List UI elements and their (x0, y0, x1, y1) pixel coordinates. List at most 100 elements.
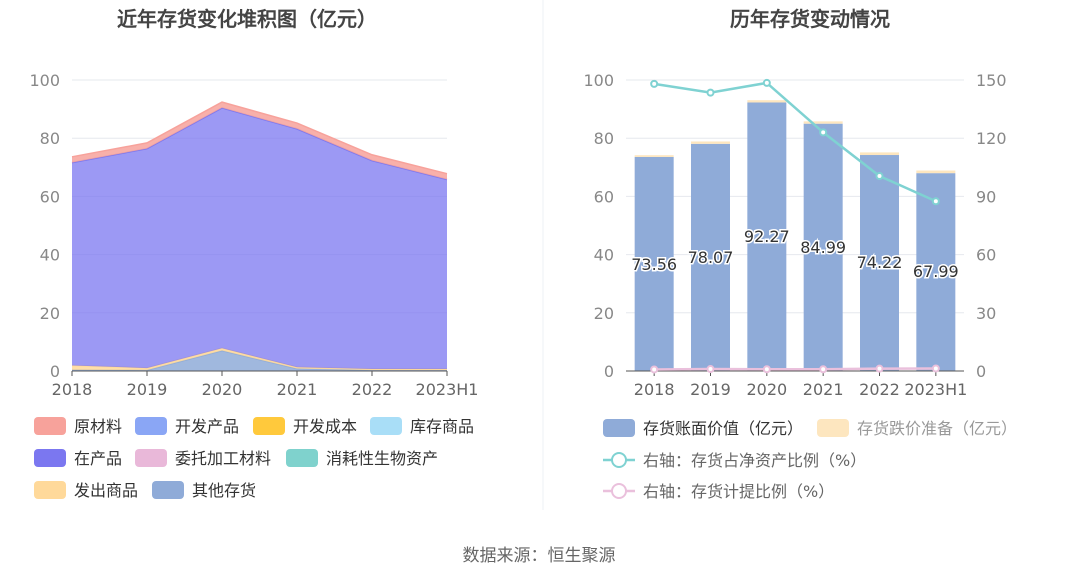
legend-label: 存货账面价值（亿元） (643, 419, 803, 438)
right-y2-tick-label: 60 (976, 246, 996, 265)
right-legend: 存货账面价值（亿元） 存货跌价准备（亿元） 右轴：存货占净资产比例（%） 右轴：存货计… (603, 419, 1017, 501)
bar-impairment (747, 100, 787, 103)
left-chart-title: 近年存货变化堆积图（亿元） (117, 7, 377, 31)
legend-label: 右轴：存货计提比例（%） (643, 482, 834, 501)
bar-impairment (916, 170, 956, 174)
legend-swatch (34, 417, 66, 435)
line-point-0 (650, 79, 659, 88)
left-x-tick-label: 2021 (277, 380, 318, 399)
bar-book-value (747, 102, 787, 372)
area-s1 (72, 348, 447, 371)
line-point-1 (819, 365, 828, 374)
right-x-tick-label: 2023H1 (904, 380, 967, 399)
bar-impairment (860, 152, 899, 156)
bar-data-label: 78.07 (688, 248, 734, 267)
legend-label: 委托加工材料 (175, 449, 271, 468)
legend-label: 开发成本 (293, 417, 357, 436)
legend-label: 库存商品 (410, 417, 474, 436)
source-note: 数据来源：恒生聚源 (463, 546, 616, 566)
legend-marker (611, 452, 627, 468)
legend-swatch (370, 417, 402, 435)
left-y-tick-label: 100 (29, 71, 60, 90)
legend-swatch (603, 419, 635, 437)
right-y-tick-label: 60 (594, 187, 614, 206)
line-point-1 (931, 364, 940, 373)
line-point-0 (931, 197, 940, 206)
legend-label: 开发产品 (175, 417, 239, 436)
area-s7 (72, 107, 447, 369)
legend-swatch (253, 417, 285, 435)
left-chart: 0 20 40 60 80 100 2018 2019 2020 2021 2022 2023H1 (29, 71, 478, 399)
legend-swatch (34, 449, 66, 467)
legend-label: 存货跌价准备（亿元） (857, 419, 1017, 438)
left-y-tick-label: 40 (40, 246, 60, 265)
line-point-1 (875, 364, 884, 373)
area-line-s8 (71, 101, 448, 175)
right-y-tick-label: 80 (594, 129, 614, 148)
right-x-tick-label: 2018 (634, 380, 675, 399)
right-x-tick-label: 2021 (803, 380, 844, 399)
left-x-tick-label: 2023H1 (416, 380, 479, 399)
legend-swatch (286, 449, 318, 467)
right-y2-tick-label: 0 (976, 362, 986, 381)
line-series-1 (654, 367, 936, 371)
legend-label: 其他存货 (192, 481, 256, 500)
bar-book-value (860, 155, 899, 371)
bar-data-label: 73.56 (631, 255, 677, 274)
legend-marker (611, 483, 627, 499)
legend-label: 右轴：存货占净资产比例（%） (643, 451, 866, 470)
right-y-tick-label: 40 (594, 246, 614, 265)
line-series-0 (653, 81, 937, 203)
bar-impairment (803, 121, 843, 124)
right-x-tick-label: 2022 (859, 380, 900, 399)
left-x-tick-label: 2018 (52, 380, 93, 399)
right-y2-tick-label: 90 (976, 187, 996, 206)
area-s8 (72, 102, 447, 180)
left-x-tick-label: 2022 (352, 380, 393, 399)
bar-book-value (916, 173, 956, 371)
right-y2-tick-label: 30 (976, 304, 996, 323)
legend-swatch (135, 417, 167, 435)
line-point-0 (819, 128, 828, 137)
area-line-s7 (71, 107, 448, 181)
bar-impairment (634, 155, 674, 157)
legend-label: 在产品 (74, 449, 122, 468)
left-y-tick-label: 60 (40, 187, 60, 206)
legend-swatch (135, 449, 167, 467)
right-y2-tick-label: 150 (976, 71, 1007, 90)
line-point-1 (762, 365, 771, 374)
bar-book-value (803, 123, 843, 371)
line-point-1 (650, 365, 659, 374)
legend-label: 发出商品 (74, 481, 138, 500)
line-point-0 (706, 88, 715, 97)
legend-swatch (817, 419, 849, 437)
bar-data-label: 67.99 (913, 262, 959, 281)
right-y-tick-label: 100 (583, 71, 614, 90)
left-y-tick-label: 0 (50, 362, 60, 381)
left-y-tick-label: 80 (40, 129, 60, 148)
right-y-tick-label: 0 (604, 362, 614, 381)
bar-data-label: 74.22 (857, 253, 903, 272)
line-point-0 (875, 172, 884, 181)
line-point-1 (706, 365, 715, 374)
left-y-tick-label: 20 (40, 304, 60, 323)
left-x-tick-label: 2019 (127, 380, 168, 399)
right-y2-tick-label: 120 (976, 129, 1007, 148)
line-point-0 (762, 78, 771, 87)
right-x-tick-label: 2019 (690, 380, 731, 399)
legend-swatch (34, 481, 66, 499)
bar-book-value (634, 156, 674, 371)
bar-book-value (691, 143, 730, 371)
legend-label: 消耗性生物资产 (326, 449, 438, 468)
right-chart-title: 历年存货变动情况 (730, 7, 890, 31)
legend-label: 原材料 (74, 417, 122, 436)
left-x-tick-label: 2020 (202, 380, 243, 399)
right-x-tick-label: 2020 (746, 380, 787, 399)
legend-swatch (152, 481, 184, 499)
right-chart: 0 20 40 60 80 100 0 30 60 90 120 150 73.56 78.07 92.27… (583, 71, 1006, 399)
bar-impairment (691, 141, 730, 144)
bar-data-label: 92.27 (744, 227, 790, 246)
